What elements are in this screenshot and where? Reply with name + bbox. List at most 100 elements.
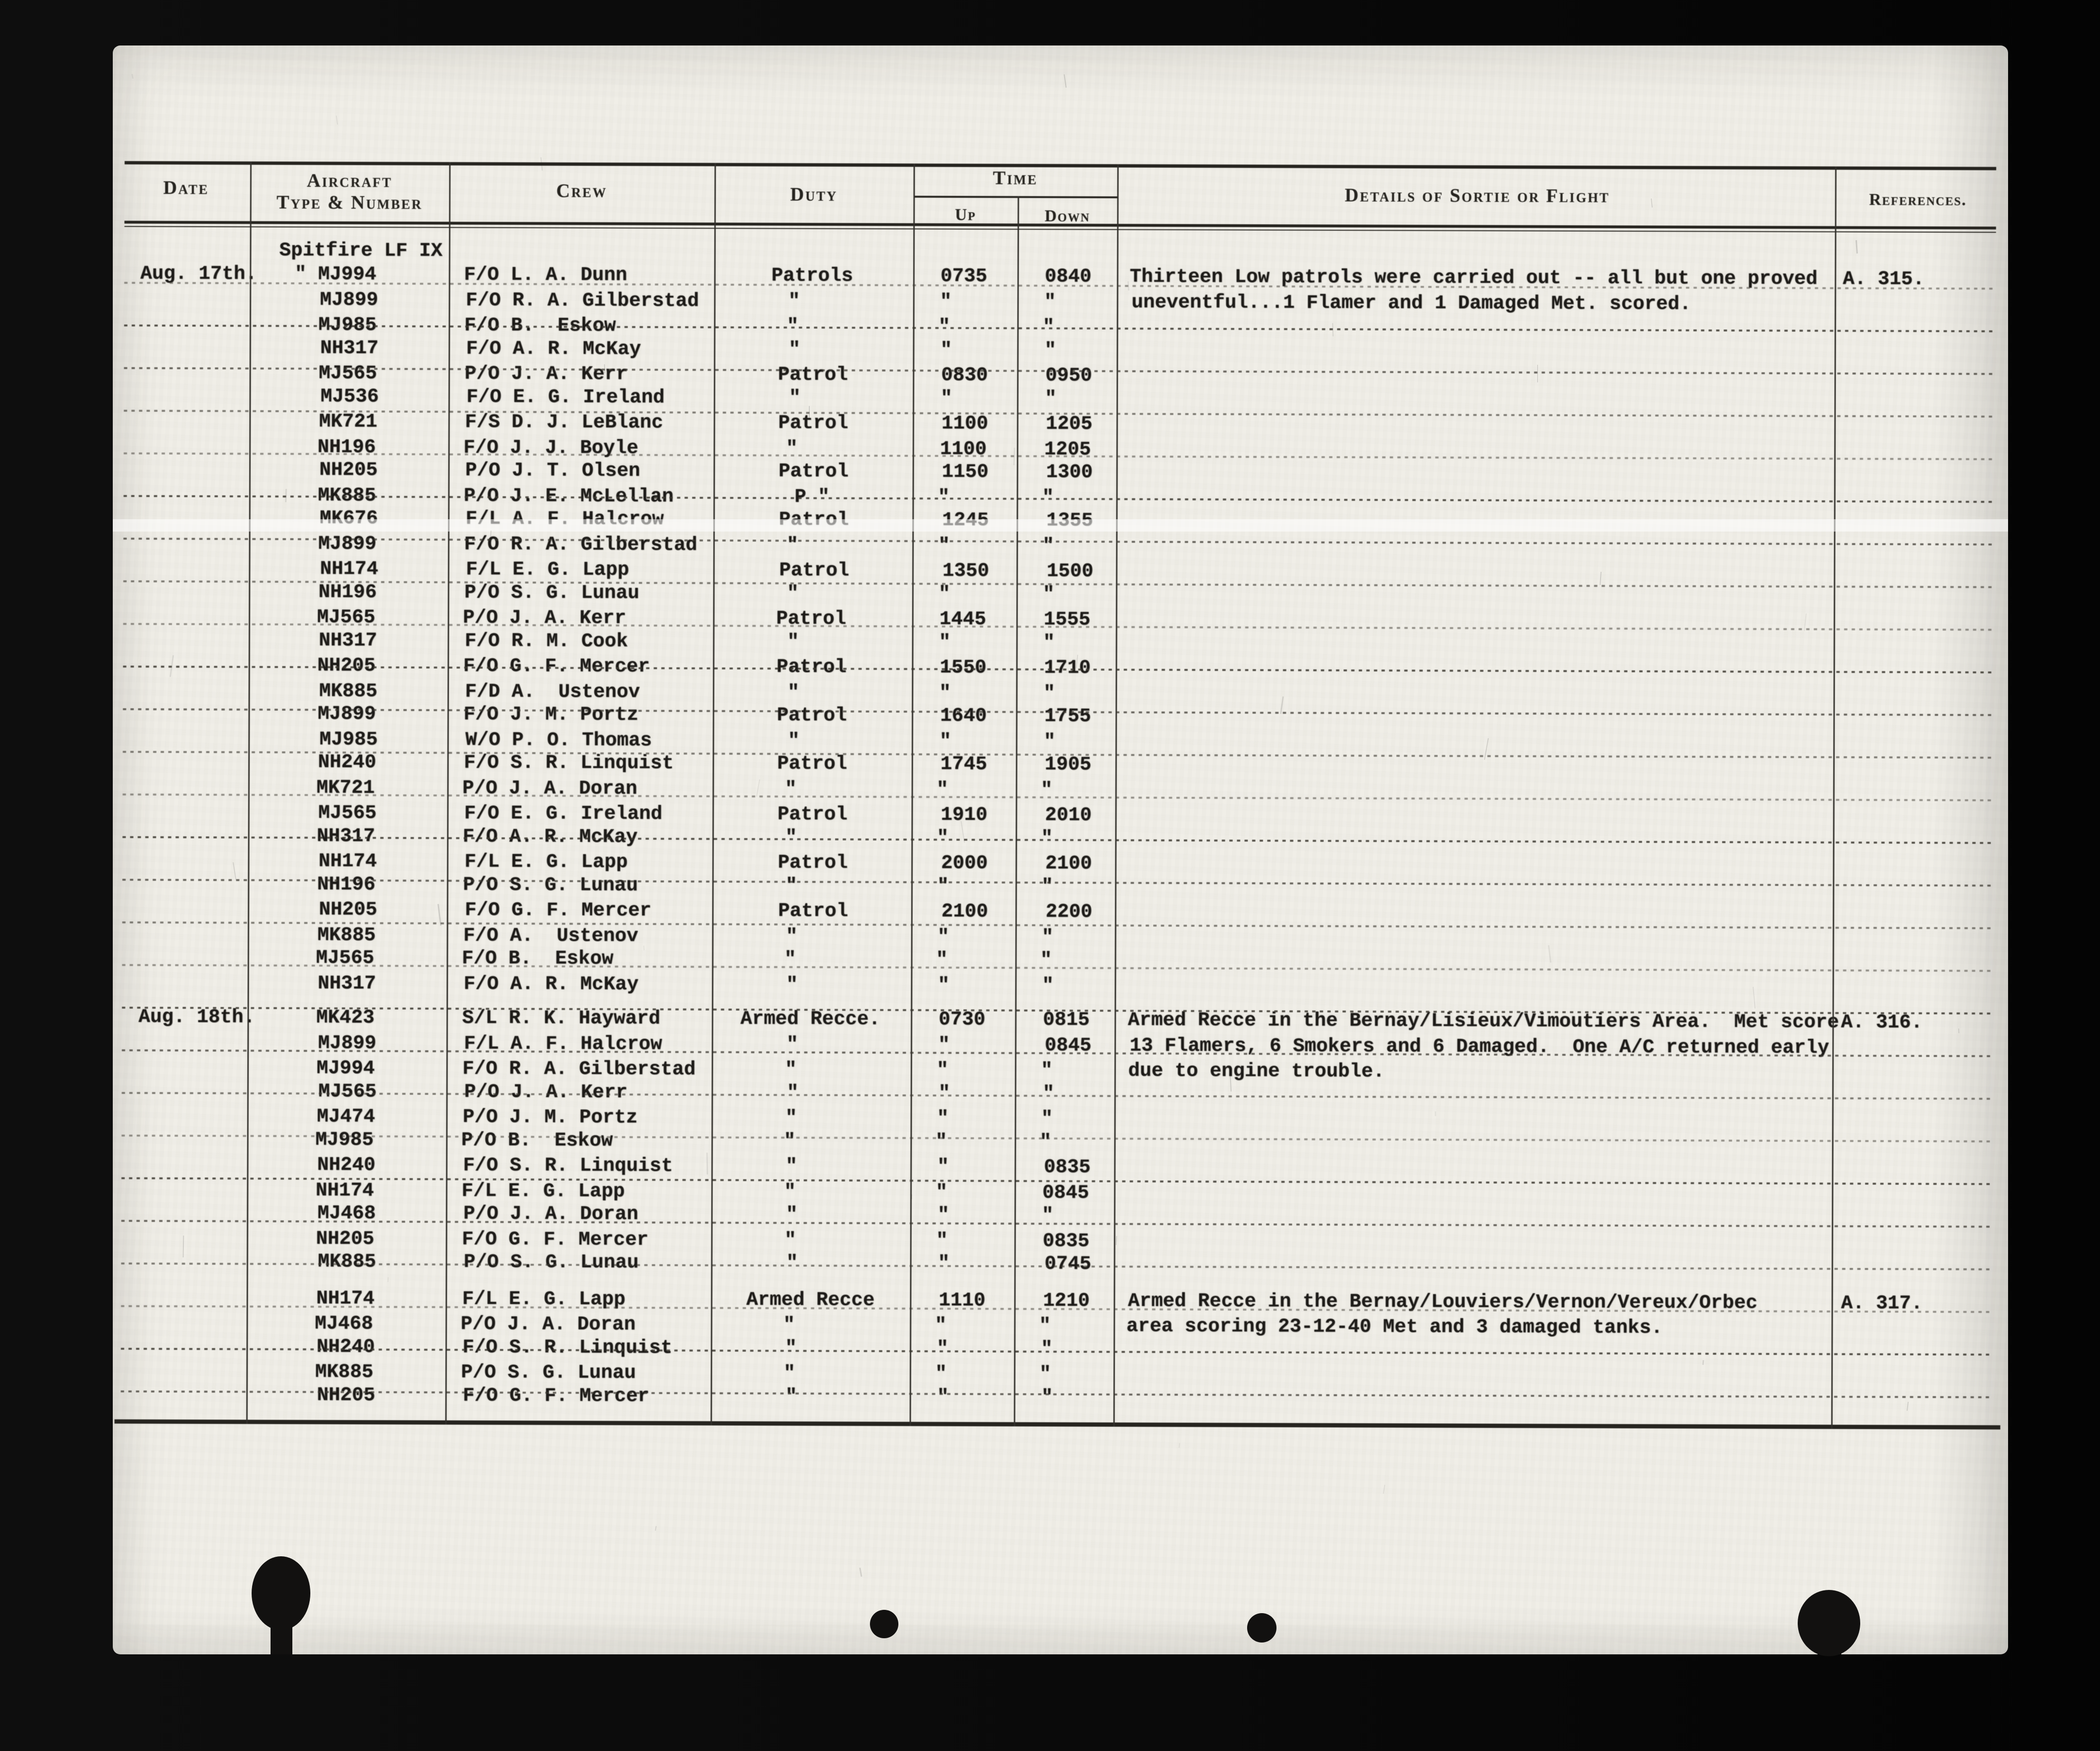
cell-duty: " (783, 1363, 796, 1385)
cell-aircraft: MJ985 (319, 729, 378, 751)
cell-crew: F/O J. J. Boyle (463, 437, 639, 460)
cell-time-down: 0745 (1044, 1253, 1091, 1275)
cell-time-up: 1150 (941, 461, 989, 483)
cell-crew: F/O E. G. Ireland (464, 803, 663, 825)
cell-aircraft: NH205 (319, 459, 378, 481)
cell-time-down: " (1039, 1315, 1051, 1337)
column-header-aircraft-2: Type & Number (276, 191, 423, 213)
cell-crew: P/O J. A. Doran (461, 1313, 636, 1336)
cell-time-down: 1905 (1044, 754, 1092, 776)
cell-duty: Patrol (778, 900, 848, 922)
cell-aircraft: NH317 (317, 973, 376, 995)
cell-duty: " (786, 1252, 798, 1274)
cell-time-down: 0835 (1044, 1156, 1091, 1179)
cell-time-up: " (937, 1108, 949, 1130)
cell-time-up: " (938, 1253, 950, 1275)
cell-time-up: 0730 (939, 1009, 986, 1031)
cell-time-down: " (1042, 584, 1055, 606)
cell-crew: P/O J. A. Kerr (464, 1081, 628, 1104)
cell-crew: P/O S. G. Lunau (464, 582, 640, 605)
cell-time-up: 1350 (942, 560, 989, 582)
cell-time-down: " (1042, 1083, 1055, 1105)
cell-aircraft: NH196 (317, 874, 376, 896)
cell-time-down: " (1040, 1131, 1051, 1154)
cell-duty: " (787, 534, 798, 557)
cell-time-up: 1100 (941, 413, 988, 435)
cell-aircraft: MJ565 (318, 362, 377, 385)
cell-time-down: 1500 (1046, 560, 1094, 583)
cell-crew: W/O P. O. Thomas (465, 729, 652, 752)
table-row: MJ899 F/L A. F. Halcrow " " 0845 13 Flamers, … (111, 1031, 2006, 1061)
cell-time-down: " (1043, 632, 1055, 654)
cell-time-up: 1100 (940, 438, 987, 460)
cell-aircraft: NH205 (316, 1228, 374, 1250)
cell-time-up: " (935, 1131, 947, 1153)
cell-duty: " (785, 1059, 797, 1081)
cell-time-up: 0830 (941, 364, 988, 387)
cell-crew: F/L A. F. Halcrow (465, 508, 664, 531)
cell-time-up: " (935, 1182, 948, 1204)
column-header-details: Details of Sortie or Flight (1345, 184, 1610, 207)
aircraft-type-heading: Spitfire LF IX (279, 239, 443, 262)
cell-time-up: 2100 (941, 901, 988, 923)
cell-duty: " (786, 926, 798, 948)
cell-aircraft: MJ985 (315, 1129, 374, 1151)
table-row: NH317 F/O A. R. McKay " " " (110, 972, 2006, 1002)
cell-duty: " (785, 1155, 797, 1178)
cell-duty: " (788, 682, 799, 704)
cell-time-up: " (934, 1315, 947, 1337)
cell-crew: P/O J. T. Olsen (465, 460, 641, 482)
column-header-time: Time (993, 167, 1038, 189)
cell-duty: " (787, 1082, 799, 1104)
cell-time-up: " (939, 682, 951, 704)
cell-duty: " (786, 438, 798, 460)
cell-crew: F/L E. G. Lapp (462, 1180, 625, 1203)
cell-crew: P/O J. A. Kerr (464, 363, 628, 386)
cell-time-up: " (939, 632, 951, 654)
cell-aircraft: NH317 (318, 630, 377, 652)
cell-aircraft: MK885 (317, 924, 376, 947)
cell-crew: F/O G. F. Mercer (462, 1385, 650, 1408)
cell-aircraft: NH174 (316, 1180, 374, 1202)
cell-time-up: " (941, 388, 952, 410)
cell-time-down: 0845 (1042, 1182, 1089, 1204)
cell-time-up: " (939, 731, 951, 753)
cell-duty: " (784, 1130, 796, 1153)
cell-time-up: " (938, 1083, 950, 1105)
cell-aircraft: MK885 (317, 1251, 376, 1273)
cell-aircraft: MJ536 (320, 386, 379, 408)
cell-aircraft: NH317 (320, 337, 379, 360)
cell-aircraft: NH240 (317, 1336, 375, 1358)
cell-duty: " (785, 875, 797, 897)
column-header-duty: Duty (790, 183, 838, 205)
cell-time-down: " (1041, 927, 1054, 949)
cell-crew: P/O S. G. Lunau (463, 1251, 639, 1274)
column-header-up: Up (955, 205, 976, 224)
cell-crew: F/O A. Ustenov (463, 925, 638, 948)
cell-time-down: 0815 (1043, 1009, 1090, 1031)
punch-hole (870, 1610, 898, 1638)
cell-time-down: " (1041, 1108, 1053, 1130)
cell-aircraft: MK885 (315, 1361, 374, 1383)
cell-aircraft: NH174 (320, 558, 379, 580)
cell-time-down: 2010 (1045, 804, 1092, 827)
cell-duty: Patrol (778, 852, 848, 874)
cell-aircraft: MK885 (319, 680, 378, 703)
cell-duty: Patrol (778, 460, 849, 483)
cell-time-down: " (1043, 731, 1056, 753)
cell-time-up: " (938, 535, 950, 557)
cell-time-up: " (936, 1338, 949, 1360)
cell-duty: " (786, 974, 798, 996)
cell-time-down: " (1039, 1363, 1051, 1386)
cell-aircraft: NH205 (317, 1384, 375, 1407)
cell-crew: P/O J. M. Portz (462, 1106, 638, 1129)
cell-time-down: 1300 (1046, 461, 1093, 484)
cell-duty: " (784, 1229, 797, 1252)
cell-time-down: 0950 (1045, 365, 1092, 387)
cell-duty: " (787, 583, 799, 605)
cell-aircraft: MJ474 (317, 1106, 375, 1128)
cell-time-down: " (1042, 535, 1054, 558)
punch-hole-stem (1818, 1642, 1841, 1654)
cell-crew: F/O E. G. Ireland (466, 386, 665, 409)
cell-time-up: 1910 (941, 804, 987, 826)
